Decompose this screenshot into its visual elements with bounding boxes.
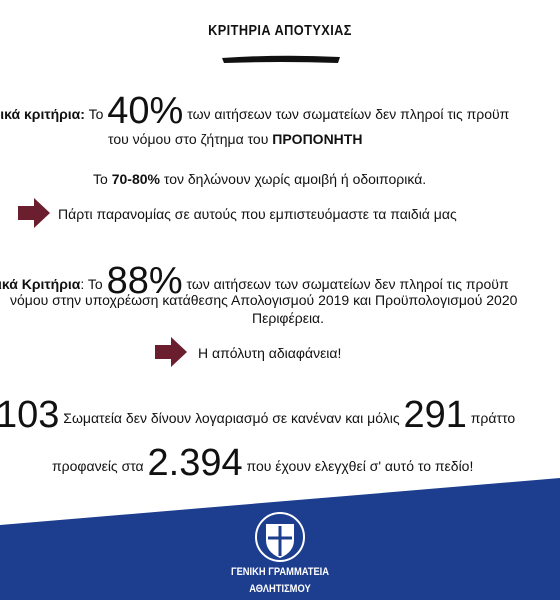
text-line: Η απόλυτη αδιαφάνεια! [198,346,341,360]
text-line: Πάρτι παρανομίας σε αυτούς που εμπιστευό… [58,207,457,221]
text: 70-80% [111,171,160,187]
text: που έχουν ελεγχθεί σ' αυτό το πεδίο! [242,458,474,474]
text: Το [93,171,112,187]
emblem-cross [268,526,292,556]
text: 2.394 [147,442,243,484]
text: των αιτήσεων των σωματείων δεν πληροί τι… [183,106,510,122]
text: των αιτήσεων των σωματείων δεν πληροί τι… [182,276,509,292]
text: 88% [106,260,183,302]
text: προφανείς στα [52,458,148,474]
footer-text: ΓΕΝΙΚΗ ΓΡΑΜΜΑΤΕΙΑ [230,566,330,578]
text-line: 103 Σωματεία δεν δίνουν λογαριασμό σε κα… [0,396,515,434]
text: Πάρτι παρανομίας σε αυτούς που εμπιστευό… [58,206,457,222]
text: 103 [0,394,60,436]
text-line: του νόμου στο ζήτημα του ΠΡΟΠΟΝΗΤΗ [108,132,362,146]
text: τικά κριτήρια: [0,106,85,122]
text: Το [84,106,108,122]
text: ικά Κριτήρια [0,276,81,292]
footer-text: ΑΘΛΗΤΙΣΜΟΥ [249,583,311,595]
text: νόμου στην υποχρέωση κατάθεσης Απολογισμ… [10,292,518,308]
arrow [155,337,187,367]
text-line: Περιφέρεια. [252,311,324,325]
text: Σωματεία δεν δίνουν λογαριασμό σε κανένα… [59,410,404,426]
text: πράττο [466,410,516,426]
text: 40% [107,90,184,132]
title: ΚΡΙΤΗΡΙΑ ΑΠΟΤΥΧΙΑΣ [208,22,352,39]
text: Η απόλυτη αδιαφάνεια! [198,345,342,361]
text: 291 [403,394,467,436]
text: Περιφέρεια. [252,310,325,326]
text-line: ικά Κριτήρια: Το 88% των αιτήσεων των σω… [0,262,509,300]
text: τον δηλώνουν χωρίς αμοιβή ή οδοιπορικά. [159,171,427,187]
emblem [255,512,305,562]
text-line: νόμου στην υποχρέωση κατάθεσης Απολογισμ… [10,293,517,307]
text-line: τικά κριτήρια: Το 40% των αιτήσεων των σ… [0,92,509,130]
arrow [18,198,50,228]
text: του νόμου στο ζήτημα του [108,131,273,147]
text-line: Το 70-80% τον δηλώνουν χωρίς αμοιβή ή οδ… [93,172,426,186]
title-underline [222,55,340,63]
text: ΠΡΟΠΟΝΗΤΗ [272,131,363,147]
text-line: προφανείς στα 2.394 που έχουν ελεγχθεί σ… [52,444,473,482]
text: : Το [80,276,107,292]
